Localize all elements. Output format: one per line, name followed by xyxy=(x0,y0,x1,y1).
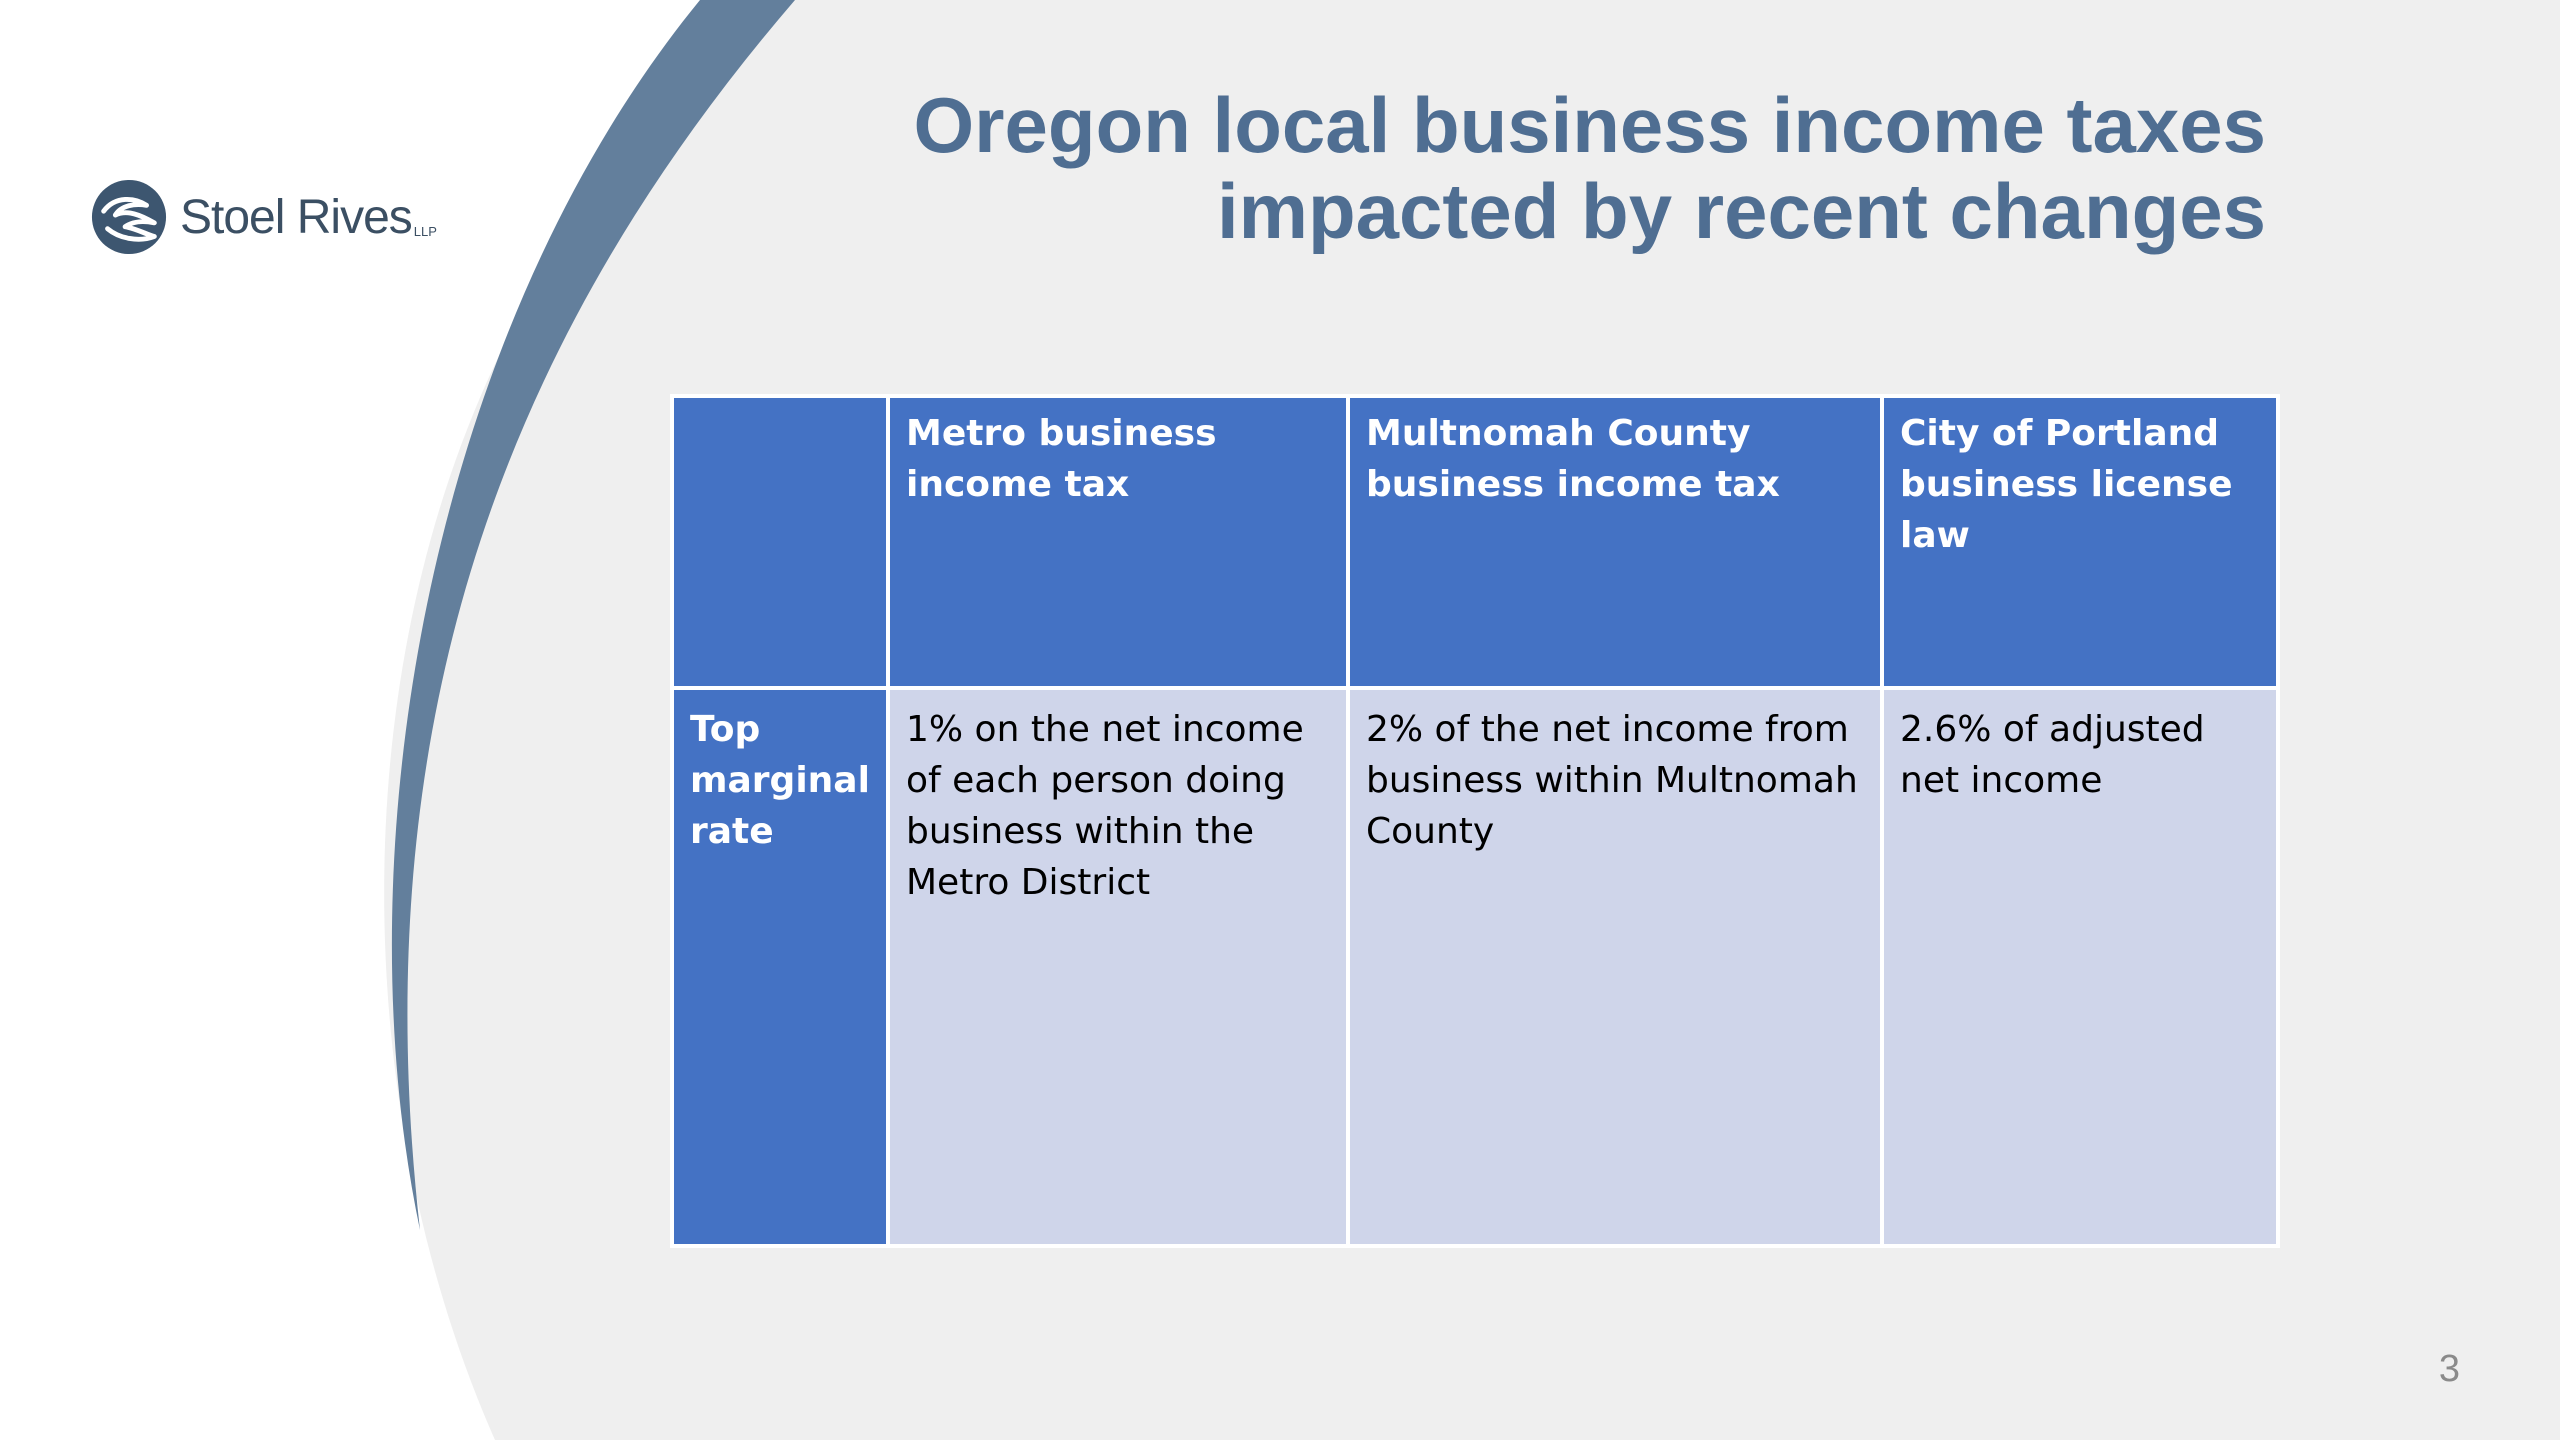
cell-portland-rate: 2.6% of adjusted net income xyxy=(1880,686,2280,1248)
cell-metro-rate: 1% on the net income of each person doin… xyxy=(886,686,1350,1248)
column-header-multnomah: Multnomah County business income tax xyxy=(1346,394,1884,690)
page-number: 3 xyxy=(2438,1348,2460,1390)
logo-suffix: LLP xyxy=(413,223,437,239)
row-header-top-marginal-rate: Top marginal rate xyxy=(670,686,890,1248)
title-line-2: impacted by recent changes xyxy=(1216,167,2266,255)
column-header-portland: City of Portland business license law xyxy=(1880,394,2280,690)
logo-wordmark: Stoel Rives LLP xyxy=(180,190,437,245)
corner-header-cell xyxy=(670,394,890,690)
logo-name: Stoel Rives xyxy=(180,190,413,244)
title-line-1: Oregon local business income taxes xyxy=(913,81,2266,169)
slide-title: Oregon local business income taxes impac… xyxy=(566,82,2266,254)
header-row: Metro business income tax Multnomah Coun… xyxy=(670,394,2280,690)
column-header-metro: Metro business income tax xyxy=(886,394,1350,690)
table-row: Top marginal rate 1% on the net income o… xyxy=(670,686,2280,1248)
tax-comparison-table-container: Metro business income tax Multnomah Coun… xyxy=(670,394,2280,1248)
slate-crescent-arc xyxy=(391,0,795,1230)
river-emblem-icon xyxy=(91,179,167,255)
company-logo: Stoel Rives LLP xyxy=(90,178,437,256)
tax-comparison-table: Metro business income tax Multnomah Coun… xyxy=(670,394,2280,1248)
cell-multnomah-rate: 2% of the net income from business withi… xyxy=(1346,686,1884,1248)
